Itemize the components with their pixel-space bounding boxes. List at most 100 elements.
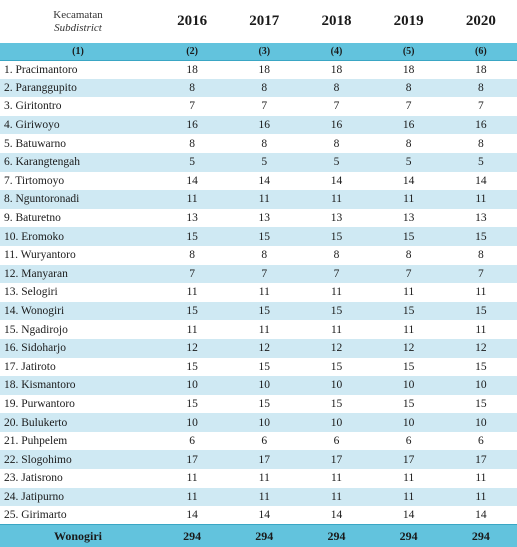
year-header: 2016 — [156, 0, 229, 43]
table-row: 6. Karangtengah 5 5 5 5 5 — [0, 152, 517, 172]
cell-value: 7 — [300, 264, 373, 284]
subdistrict-name: 23. Jatisrono — [0, 469, 157, 488]
cell-value: 5 — [156, 152, 229, 172]
cell-value: 15 — [444, 301, 517, 321]
cell-value: 15 — [156, 394, 229, 414]
cell-value: 12 — [228, 338, 301, 358]
cell-value: 15 — [228, 357, 301, 377]
cell-value: 7 — [228, 264, 301, 284]
table-row: 1. Pracimantoro 18 18 18 18 18 — [0, 60, 517, 79]
subdistrict-name: 22. Slogohimo — [0, 450, 157, 470]
subdistrict-name: 21. Puhpelem — [0, 431, 157, 451]
cell-value: 15 — [444, 357, 517, 377]
table-row: 2. Paranggupito 8 8 8 8 8 — [0, 78, 517, 98]
table-row: 21. Puhpelem 6 6 6 6 6 — [0, 431, 517, 451]
cell-value: 14 — [300, 171, 373, 191]
column-number: (3) — [228, 43, 301, 61]
cell-value: 12 — [156, 338, 229, 358]
cell-value: 11 — [156, 469, 229, 488]
cell-value: 6 — [228, 431, 301, 451]
cell-value: 8 — [300, 245, 373, 265]
cell-value: 8 — [372, 245, 445, 265]
cell-value: 10 — [444, 376, 517, 395]
subdistrict-name: 13. Selogiri — [0, 283, 157, 302]
cell-value: 13 — [300, 208, 373, 228]
cell-value: 14 — [228, 506, 301, 525]
cell-value: 11 — [444, 190, 517, 209]
cell-value: 15 — [372, 357, 445, 377]
subdistrict-name: 8. Nguntoronadi — [0, 190, 157, 209]
cell-value: 14 — [228, 171, 301, 191]
subdistrict-name: 5. Batuwarno — [0, 134, 157, 153]
cell-value: 13 — [444, 208, 517, 228]
cell-value: 11 — [228, 487, 301, 507]
cell-value: 7 — [372, 264, 445, 284]
cell-value: 11 — [228, 469, 301, 488]
subdistrict-name: 18. Kismantoro — [0, 376, 157, 395]
cell-value: 17 — [228, 450, 301, 470]
cell-value: 7 — [156, 264, 229, 284]
cell-value: 11 — [228, 283, 301, 302]
year-header: 2019 — [372, 0, 445, 43]
subdistrict-name: 2. Paranggupito — [0, 78, 157, 98]
cell-value: 17 — [372, 450, 445, 470]
cell-value: 5 — [444, 152, 517, 172]
cell-value: 8 — [444, 134, 517, 153]
subdistrict-name: 17. Jatiroto — [0, 357, 157, 377]
kecamatan-label: Kecamatan — [53, 8, 103, 21]
cell-value: 11 — [444, 487, 517, 507]
table-row: 22. Slogohimo 17 17 17 17 17 — [0, 450, 517, 470]
column-number: (2) — [156, 43, 229, 61]
cell-value: 8 — [372, 78, 445, 98]
cell-value: 13 — [372, 208, 445, 228]
cell-value: 5 — [300, 152, 373, 172]
table-row: 18. Kismantoro 10 10 10 10 10 — [0, 376, 517, 395]
cell-value: 16 — [156, 115, 229, 135]
cell-value: 15 — [444, 227, 517, 246]
cell-value: 8 — [300, 78, 373, 98]
cell-value: 11 — [444, 469, 517, 488]
cell-value: 17 — [444, 450, 517, 470]
column-number: (5) — [372, 43, 445, 61]
cell-value: 11 — [300, 320, 373, 339]
table-row: 5. Batuwarno 8 8 8 8 8 — [0, 134, 517, 153]
cell-value: 16 — [228, 115, 301, 135]
cell-value: 18 — [300, 60, 373, 79]
cell-value: 6 — [300, 431, 373, 451]
table-row: 15. Ngadirojo 11 11 11 11 11 — [0, 320, 517, 339]
cell-value: 10 — [156, 376, 229, 395]
subdistrict-name: 3. Giritontro — [0, 97, 157, 116]
cell-value: 8 — [444, 245, 517, 265]
cell-value: 6 — [156, 431, 229, 451]
table-row: 20. Bulukerto 10 10 10 10 10 — [0, 413, 517, 432]
cell-value: 7 — [444, 264, 517, 284]
cell-value: 8 — [228, 134, 301, 153]
cell-value: 11 — [444, 320, 517, 339]
cell-value: 18 — [228, 60, 301, 79]
cell-value: 10 — [228, 376, 301, 395]
total-value: 294 — [300, 524, 373, 547]
cell-value: 10 — [156, 413, 229, 432]
total-row: Wonogiri 294 294 294 294 294 — [0, 524, 517, 547]
subdistrict-name: 25. Girimarto — [0, 506, 157, 525]
cell-value: 16 — [372, 115, 445, 135]
cell-value: 8 — [156, 134, 229, 153]
table-row: 24. Jatipurno 11 11 11 11 11 — [0, 487, 517, 507]
subdistrict-name: 24. Jatipurno — [0, 487, 157, 507]
table-row: 8. Nguntoronadi 11 11 11 11 11 — [0, 190, 517, 209]
cell-value: 6 — [444, 431, 517, 451]
cell-value: 14 — [372, 171, 445, 191]
column-number: (6) — [444, 43, 517, 61]
cell-value: 15 — [444, 394, 517, 414]
cell-value: 11 — [372, 320, 445, 339]
table-row: 13. Selogiri 11 11 11 11 11 — [0, 283, 517, 302]
cell-value: 8 — [444, 78, 517, 98]
column-number: (1) — [0, 43, 157, 61]
cell-value: 5 — [228, 152, 301, 172]
cell-value: 8 — [156, 245, 229, 265]
cell-value: 8 — [156, 78, 229, 98]
cell-value: 11 — [156, 320, 229, 339]
subdistrict-name: 15. Ngadirojo — [0, 320, 157, 339]
subdistrict-name: 1. Pracimantoro — [0, 60, 157, 79]
